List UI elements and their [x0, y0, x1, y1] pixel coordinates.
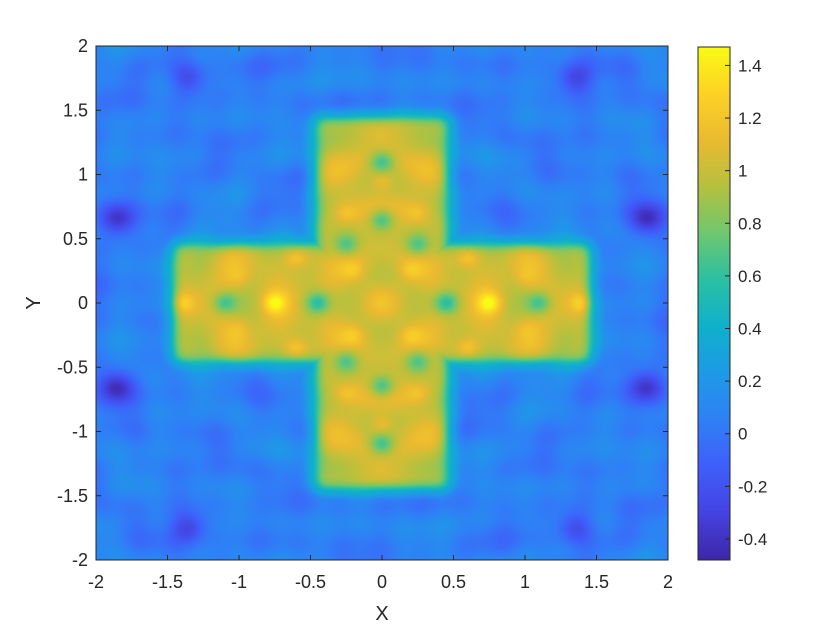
colorbar-tick-label: 1.4	[738, 56, 762, 75]
colorbar-tick-label: 0.4	[738, 319, 762, 338]
colorbar-tick-label: -0.2	[738, 477, 767, 496]
x-tick-label: -2	[88, 572, 104, 592]
y-tick-label: 0.5	[63, 229, 88, 249]
y-tick-label: -2	[72, 550, 88, 570]
heatmap-image	[96, 46, 668, 560]
colorbar-tick-label: 0.8	[738, 214, 762, 233]
colorbar-tick-label: 0.2	[738, 372, 762, 391]
x-axis-ticks: -2 -1.5 -1 -0.5 0 0.5 1 1.5 2	[88, 46, 673, 592]
y-axis-label: Y	[23, 296, 45, 309]
colorbar-gradient	[698, 47, 730, 560]
y-tick-label: 0	[78, 293, 88, 313]
y-axis-ticks: 2 1.5 1 0.5 0 -0.5 -1 -1.5 -2	[57, 36, 668, 570]
x-tick-label: 2	[663, 572, 673, 592]
x-tick-label: 0.5	[441, 572, 466, 592]
colorbar-tick-label: 1.2	[738, 109, 762, 128]
x-tick-label: -1	[231, 572, 247, 592]
y-tick-label: -0.5	[57, 357, 88, 377]
y-tick-label: 2	[78, 36, 88, 56]
x-tick-label: 1	[520, 572, 530, 592]
colorbar-box	[697, 46, 731, 561]
colorbar: 1.4 1.2 1 0.8 0.6 0.4 0.2 0 -0.2 -0.4	[697, 46, 767, 561]
x-axis-label: X	[375, 603, 388, 625]
x-tick-label: 0	[377, 572, 387, 592]
x-tick-label: -0.5	[295, 572, 326, 592]
x-tick-label: 1.5	[584, 572, 609, 592]
heatmap-field	[96, 46, 668, 560]
y-tick-label: 1.5	[63, 100, 88, 120]
colorbar-tick-label: 0	[738, 425, 747, 444]
colorbar-ticks: 1.4 1.2 1 0.8 0.6 0.4 0.2 0 -0.2 -0.4	[725, 56, 767, 549]
colorbar-tick-label: -0.4	[738, 530, 767, 549]
colorbar-tick-label: 1	[738, 162, 747, 181]
y-tick-label: -1.5	[57, 486, 88, 506]
colorbar-tick-label: 0.6	[738, 267, 762, 286]
y-tick-label: 1	[78, 165, 88, 185]
y-tick-label: -1	[72, 422, 88, 442]
x-tick-label: -1.5	[152, 572, 183, 592]
